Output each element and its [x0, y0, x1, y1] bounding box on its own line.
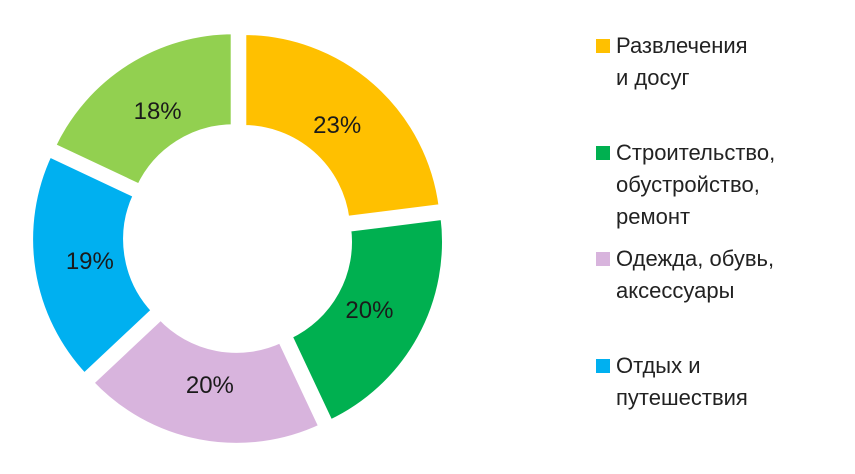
data-label-other: 18% — [134, 98, 182, 125]
data-label-travel: 19% — [66, 248, 114, 275]
legend-item-clothing: Одежда, обувь, аксессуары — [596, 243, 774, 307]
legend-label-travel: Отдых и путешествия — [616, 353, 748, 410]
legend-label-entertainment: Развлечения и досуг — [616, 33, 748, 90]
slice-construction — [285, 213, 448, 427]
legend-swatch-construction — [596, 146, 610, 160]
legend-label-construction: Строительство, обустройство, ремонт — [616, 140, 776, 229]
slice-other — [48, 28, 237, 191]
slice-travel — [27, 150, 159, 381]
slice-entertainment — [240, 28, 446, 223]
legend-label-clothing: Одежда, обувь, аксессуары — [616, 246, 775, 303]
data-label-clothing: 20% — [186, 372, 234, 399]
slice-clothing — [86, 312, 326, 449]
data-label-construction: 20% — [345, 297, 393, 324]
legend-swatch-entertainment — [596, 39, 610, 53]
legend-item-construction: Строительство, обустройство, ремонт — [596, 137, 775, 233]
legend-item-travel: Отдых и путешествия — [596, 350, 748, 414]
legend-swatch-travel — [596, 359, 610, 373]
legend-item-entertainment: Развлечения и досуг — [596, 30, 748, 94]
legend-swatch-clothing — [596, 252, 610, 266]
data-label-entertainment: 23% — [313, 112, 361, 139]
